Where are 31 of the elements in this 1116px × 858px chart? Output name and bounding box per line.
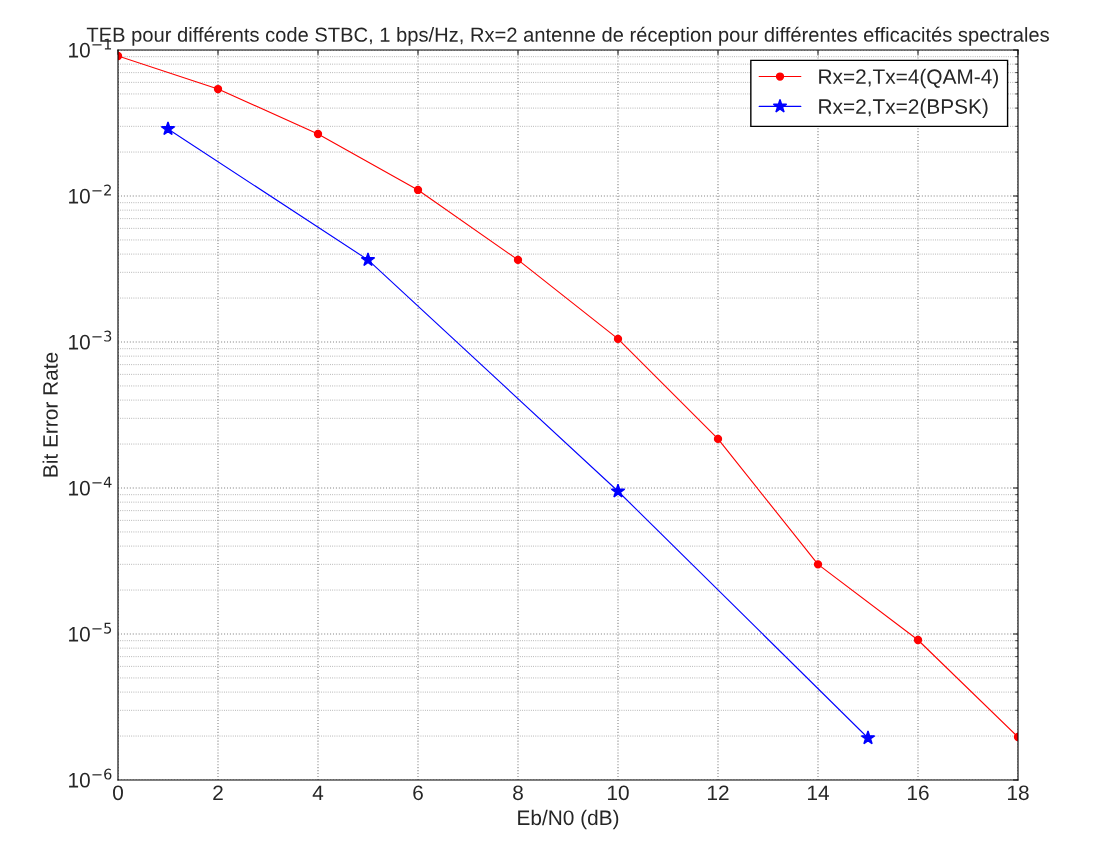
x-tick-label: 12 [708, 785, 729, 800]
point [160, 121, 176, 136]
point [360, 252, 376, 267]
point [613, 334, 623, 344]
point [313, 129, 323, 139]
y-tick-label: 10$^{−5}$ [69, 622, 112, 642]
point [713, 434, 723, 444]
y-tick-label: 10$^{−6}$ [69, 768, 112, 788]
x-tick-label: 8 [513, 785, 523, 801]
x-tick-label: 0 [113, 785, 123, 801]
x-tick-label: 10 [608, 785, 629, 801]
point [913, 635, 923, 645]
legend-label: Rx=2,Tx=2(BPSK) [819, 98, 988, 118]
point [813, 560, 823, 569]
point [860, 730, 876, 745]
x-tick-label: 2 [213, 785, 223, 800]
y-tick-label: 10$^{−4}$ [69, 476, 112, 496]
y-tick-label: 10$^{−2}$ [69, 184, 111, 204]
point [513, 255, 523, 265]
point [213, 84, 223, 94]
x-tick-label: 4 [312, 785, 324, 800]
x-tick-label: 18 [1008, 785, 1029, 801]
point [413, 185, 423, 195]
legend-label: Rx=2,Tx=4(QAM-4) [819, 68, 998, 89]
x-tick-label: 6 [413, 785, 423, 801]
x-tick-label: 16 [908, 785, 929, 801]
y-tick-label: 10$^{−3}$ [69, 330, 112, 350]
y-axis-title: Bit Error Rate [42, 352, 58, 477]
x-tick-label: 14 [808, 785, 829, 800]
x-axis-title: Eb/N0 (dB) [518, 809, 619, 830]
point [610, 483, 626, 498]
